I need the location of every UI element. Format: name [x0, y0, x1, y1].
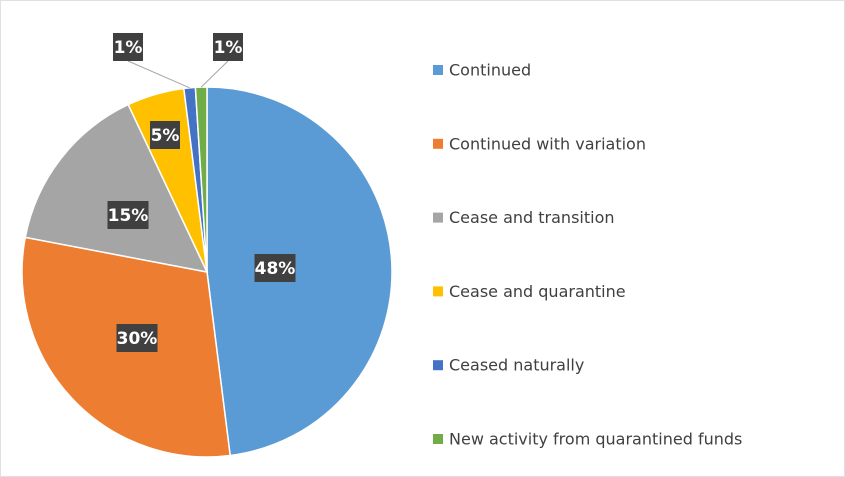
pie-slice	[24, 103, 209, 274]
legend-swatch	[433, 434, 443, 444]
data-label-box	[254, 254, 296, 282]
pie-slice	[206, 86, 393, 457]
data-label-box	[107, 201, 149, 229]
data-label-box	[213, 33, 243, 61]
data-label-box	[150, 121, 180, 149]
legend-label: Cease and quarantine	[449, 282, 626, 301]
data-label: 1%	[114, 38, 143, 58]
data-label: 48%	[255, 259, 296, 279]
legend-label: Ceased naturally	[449, 356, 584, 375]
legend-swatch	[433, 212, 443, 223]
legend-swatch	[433, 65, 443, 75]
legend: Continued Continued with variation Cease a…	[433, 61, 742, 449]
data-label-box	[116, 324, 158, 352]
leader-line	[200, 60, 229, 88]
pie	[21, 86, 393, 458]
data-label: 30%	[117, 329, 158, 349]
legend-swatch	[433, 138, 443, 149]
legend-swatch	[433, 286, 443, 297]
legend-label: Continued	[449, 61, 531, 80]
data-label: 5%	[151, 126, 180, 146]
legend-swatch	[433, 360, 443, 371]
legend-label: New activity from quarantined funds	[449, 430, 742, 449]
legend-label: Continued with variation	[449, 134, 646, 153]
leader-line	[127, 60, 190, 89]
data-labels: 48% 30% 15% 5% 1% 1%	[107, 33, 296, 352]
data-label: 1%	[214, 38, 243, 58]
legend-label: Cease and transition	[449, 208, 615, 227]
data-label-box	[113, 33, 143, 61]
data-label: 15%	[108, 206, 149, 226]
